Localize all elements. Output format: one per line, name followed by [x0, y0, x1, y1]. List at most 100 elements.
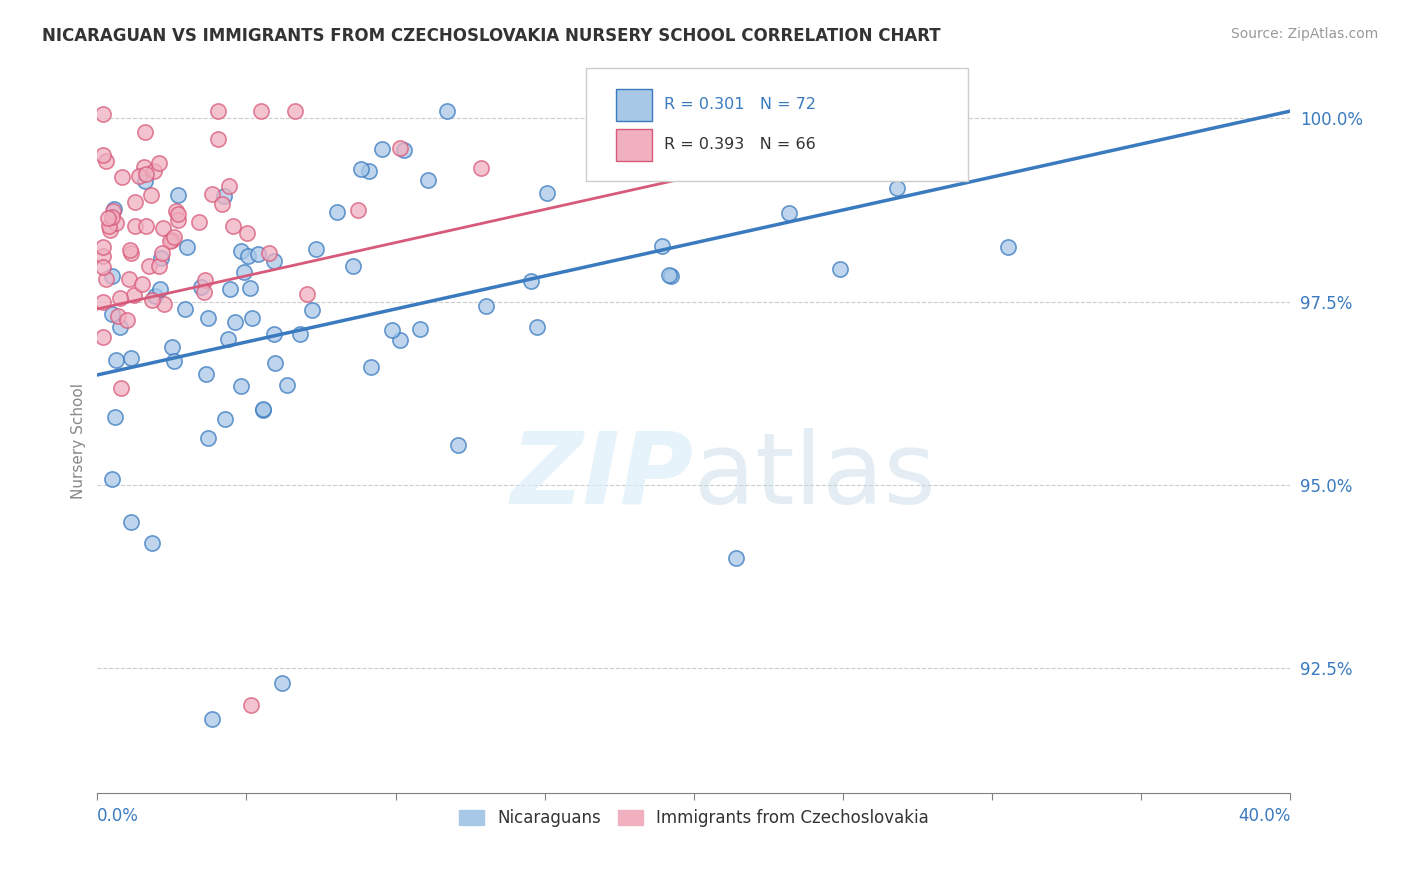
- Point: [201, 187, 224, 202]
- Point: [263, 356, 285, 370]
- Point: [211, 197, 233, 211]
- Point: [526, 320, 548, 334]
- Point: [93, 330, 115, 344]
- Point: [165, 203, 187, 218]
- Point: [118, 243, 141, 257]
- Point: [801, 158, 824, 172]
- Point: [105, 353, 128, 368]
- Text: 40.0%: 40.0%: [1237, 807, 1291, 825]
- Point: [101, 269, 124, 284]
- Point: [240, 311, 263, 326]
- Point: [651, 239, 673, 253]
- Point: [219, 282, 242, 296]
- Point: [120, 515, 142, 529]
- Point: [288, 327, 311, 342]
- Point: [188, 214, 211, 228]
- Point: [276, 377, 298, 392]
- Point: [381, 323, 404, 337]
- Point: [392, 143, 415, 157]
- Point: [326, 205, 349, 219]
- Point: [389, 141, 412, 155]
- Point: [110, 381, 132, 395]
- Point: [103, 203, 125, 218]
- FancyBboxPatch shape: [616, 129, 652, 161]
- Point: [124, 287, 146, 301]
- Point: [409, 321, 432, 335]
- Point: [141, 293, 163, 307]
- Point: [357, 164, 380, 178]
- Point: [305, 242, 328, 256]
- Point: [370, 142, 392, 156]
- Point: [110, 319, 132, 334]
- Point: [111, 170, 134, 185]
- Point: [190, 280, 212, 294]
- Y-axis label: Nursery School: Nursery School: [72, 383, 86, 499]
- Point: [768, 104, 790, 119]
- Text: atlas: atlas: [693, 427, 935, 524]
- Point: [124, 219, 146, 234]
- FancyBboxPatch shape: [586, 68, 969, 180]
- Point: [98, 223, 121, 237]
- Point: [250, 104, 273, 119]
- Point: [138, 259, 160, 273]
- Point: [134, 160, 156, 174]
- Point: [301, 303, 323, 318]
- Point: [247, 247, 270, 261]
- Point: [118, 272, 141, 286]
- Point: [436, 104, 458, 119]
- Point: [224, 315, 246, 329]
- Point: [94, 154, 117, 169]
- Point: [659, 268, 682, 283]
- Point: [150, 246, 173, 260]
- Point: [270, 675, 292, 690]
- Point: [252, 402, 274, 417]
- Point: [141, 536, 163, 550]
- Point: [201, 712, 224, 726]
- Point: [91, 249, 114, 263]
- Text: ZIP: ZIP: [510, 427, 693, 524]
- Point: [163, 354, 186, 368]
- Point: [217, 332, 239, 346]
- Point: [160, 340, 183, 354]
- Legend: Nicaraguans, Immigrants from Czechoslovakia: Nicaraguans, Immigrants from Czechoslova…: [453, 802, 935, 833]
- Point: [148, 156, 170, 170]
- Point: [150, 251, 173, 265]
- Point: [418, 173, 440, 187]
- Point: [218, 179, 240, 194]
- Point: [91, 148, 114, 162]
- Point: [159, 234, 181, 248]
- Point: [197, 311, 219, 326]
- Point: [197, 431, 219, 445]
- Point: [470, 161, 492, 175]
- Point: [724, 551, 747, 566]
- Point: [263, 254, 285, 268]
- Point: [520, 274, 543, 288]
- Point: [91, 294, 114, 309]
- Point: [108, 291, 131, 305]
- Point: [153, 297, 176, 311]
- Point: [295, 287, 318, 301]
- Point: [222, 219, 245, 234]
- Point: [143, 289, 166, 303]
- Point: [167, 212, 190, 227]
- Point: [134, 125, 156, 139]
- Point: [103, 202, 125, 216]
- Point: [160, 234, 183, 248]
- Text: NICARAGUAN VS IMMIGRANTS FROM CZECHOSLOVAKIA NURSERY SCHOOL CORRELATION CHART: NICARAGUAN VS IMMIGRANTS FROM CZECHOSLOV…: [42, 27, 941, 45]
- Point: [107, 309, 129, 323]
- Point: [176, 240, 198, 254]
- Point: [195, 367, 218, 381]
- Point: [240, 698, 263, 712]
- Point: [148, 259, 170, 273]
- Point: [143, 164, 166, 178]
- Text: 0.0%: 0.0%: [97, 807, 139, 825]
- Point: [91, 260, 114, 275]
- Point: [163, 229, 186, 244]
- Point: [135, 219, 157, 233]
- Point: [536, 186, 558, 200]
- Point: [98, 219, 121, 233]
- Point: [97, 211, 120, 226]
- Point: [263, 326, 285, 341]
- Point: [134, 174, 156, 188]
- Point: [120, 351, 142, 365]
